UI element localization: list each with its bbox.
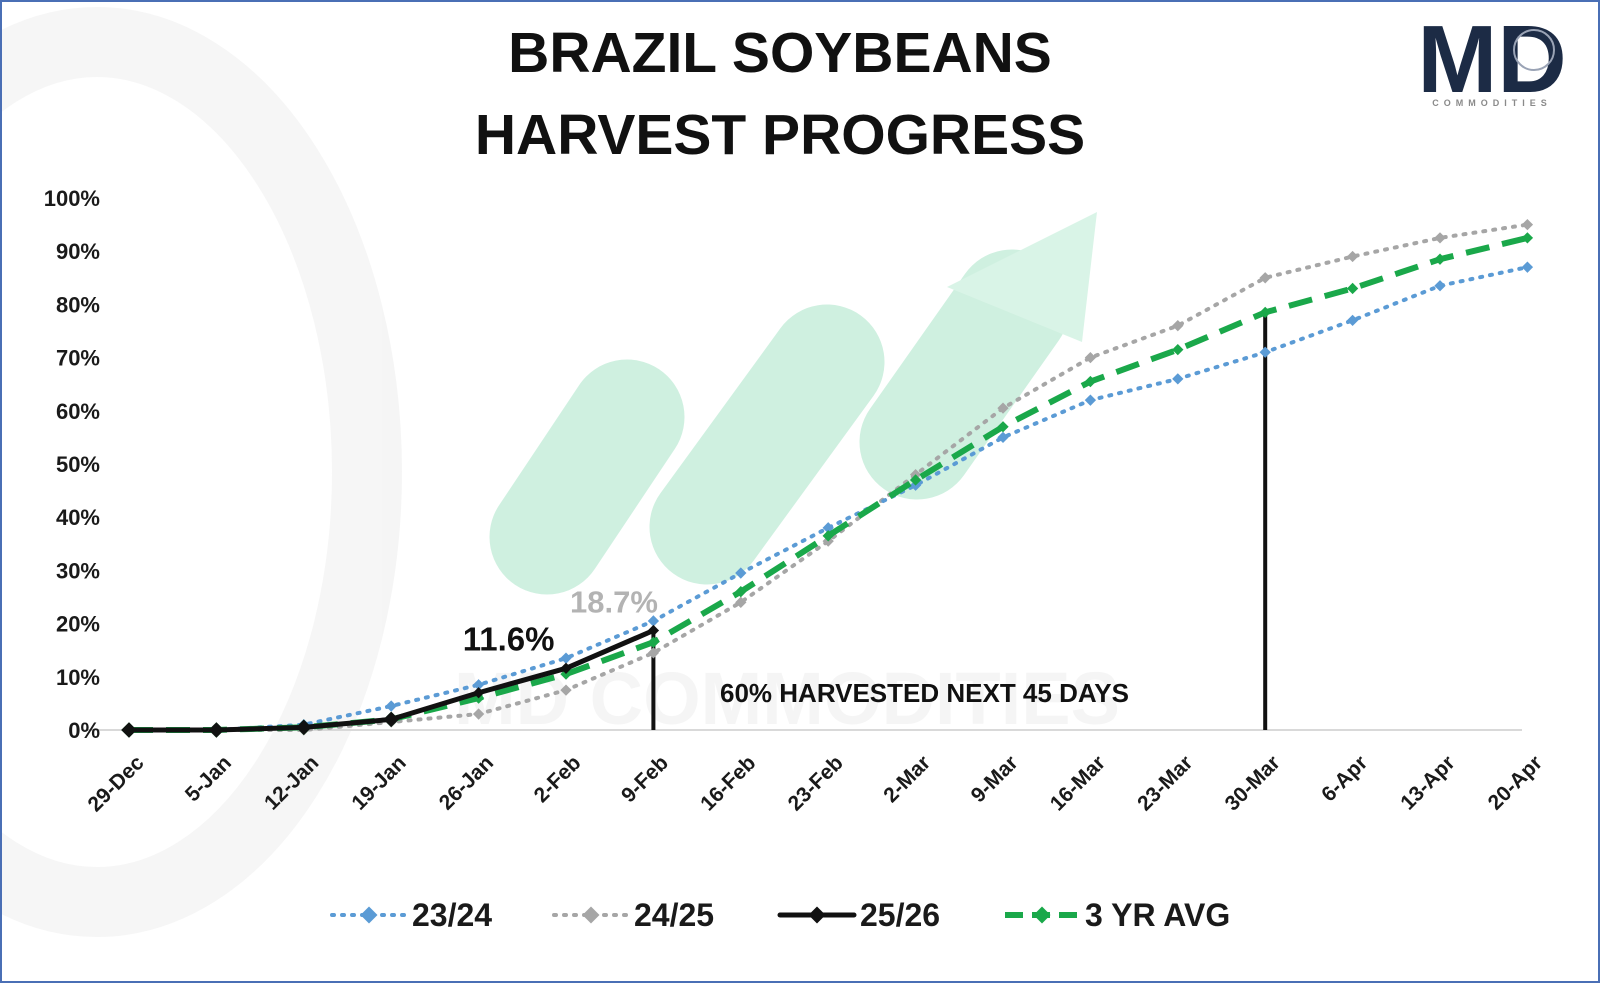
- data-point: [1172, 343, 1184, 356]
- data-point: [560, 684, 572, 696]
- data-point: [472, 687, 485, 699]
- x-tick-label: 16-Feb: [696, 751, 760, 815]
- x-tick-label: 2-Feb: [530, 751, 586, 807]
- data-point: [560, 662, 572, 674]
- logo-subtitle: COMMODITIES: [1432, 98, 1552, 108]
- legend-label: 3 YR AVG: [1085, 897, 1230, 933]
- chart-title-line-1: BRAZIL SOYBEANS: [508, 21, 1052, 85]
- legend-swatch-marker: [360, 906, 378, 924]
- y-tick-label: 20%: [56, 612, 100, 637]
- y-tick-label: 80%: [56, 292, 100, 317]
- y-tick-label: 90%: [56, 239, 100, 264]
- series-layer: [121, 218, 1534, 738]
- data-point: [1434, 280, 1446, 292]
- data-point: [1172, 320, 1184, 332]
- data-point: [1259, 272, 1271, 284]
- data-point: [1521, 261, 1534, 273]
- y-tick-label: 10%: [56, 665, 100, 690]
- data-point: [1521, 232, 1534, 244]
- logo-letters: MD: [1417, 6, 1566, 113]
- legend-swatch-marker: [808, 906, 826, 924]
- annotation-label-1: 11.6%: [463, 620, 555, 657]
- data-point: [1346, 250, 1359, 263]
- chart-title-line-2: HARVEST PROGRESS: [475, 103, 1085, 167]
- data-point: [472, 679, 485, 691]
- legend-item: 3 YR AVG: [1005, 897, 1230, 933]
- x-tick-label: 13-Apr: [1396, 751, 1459, 814]
- data-point: [1259, 306, 1271, 319]
- md-logo: MD COMMODITIES: [1417, 6, 1566, 113]
- y-tick-label: 0%: [68, 718, 100, 743]
- data-point: [735, 586, 747, 598]
- data-point: [1259, 346, 1271, 358]
- y-tick-label: 40%: [56, 505, 100, 530]
- x-tick-label: 9-Feb: [617, 751, 673, 807]
- legend: 23/24 24/25 25/26 3 YR AVG: [330, 897, 1230, 933]
- data-point: [735, 596, 747, 608]
- data-point: [1434, 253, 1446, 265]
- y-tick-label: 50%: [56, 452, 100, 477]
- data-point: [909, 474, 922, 486]
- data-point: [1084, 375, 1097, 388]
- x-tick-label: 29-Dec: [84, 751, 149, 816]
- watermark-bar-1: [489, 359, 685, 595]
- annotation-label-2: 18.7%: [570, 585, 658, 620]
- data-point: [1172, 373, 1184, 385]
- x-tick-label: 23-Mar: [1133, 751, 1197, 815]
- data-point: [735, 567, 747, 579]
- legend-item: 25/26: [777, 897, 940, 933]
- y-tick-label: 70%: [56, 346, 100, 371]
- watermark-bar-3: [859, 249, 1070, 500]
- watermark-globe-icon: [2, 7, 402, 937]
- data-point: [822, 530, 834, 542]
- data-point: [997, 431, 1009, 444]
- x-tick-label: 16-Mar: [1046, 751, 1110, 815]
- data-point: [472, 708, 485, 720]
- legend-item: 23/24: [330, 897, 492, 933]
- legend-item: 24/25: [552, 897, 714, 933]
- data-point: [1084, 351, 1097, 364]
- data-point: [1346, 314, 1359, 327]
- legend-label: 24/25: [634, 897, 714, 933]
- data-point: [121, 722, 137, 738]
- x-tick-label: 23-Feb: [784, 751, 848, 815]
- x-tick-label: 9-Mar: [967, 751, 1023, 807]
- data-point: [1084, 394, 1097, 406]
- watermark-bar-2: [649, 304, 885, 585]
- data-point: [647, 636, 660, 648]
- data-point: [997, 402, 1009, 414]
- x-tick-label: 2-Mar: [879, 751, 935, 807]
- legend-label: 23/24: [412, 897, 492, 933]
- data-point: [647, 615, 660, 627]
- x-tick-label: 20-Apr: [1484, 751, 1547, 814]
- data-point: [997, 421, 1009, 433]
- x-tick-label: 5-Jan: [181, 751, 236, 806]
- data-point: [385, 700, 397, 712]
- legend-label: 25/26: [860, 897, 940, 933]
- data-point: [383, 711, 399, 728]
- y-tick-label: 60%: [56, 399, 100, 424]
- x-tick-label: 26-Jan: [435, 751, 498, 814]
- legend-swatch-marker: [582, 906, 600, 924]
- data-point: [208, 722, 225, 738]
- series-25-26: [121, 624, 660, 738]
- data-point: [560, 652, 572, 664]
- y-tick-label: 100%: [44, 186, 100, 211]
- data-point: [647, 624, 660, 637]
- data-point: [1346, 282, 1359, 295]
- x-tick-label: 6-Apr: [1317, 751, 1372, 806]
- x-tick-label: 30-Mar: [1221, 751, 1285, 815]
- logo-globe-icon: [1513, 29, 1555, 71]
- data-point: [1434, 232, 1446, 244]
- watermark-arrow-icon: [947, 212, 1097, 342]
- y-tick-label: 30%: [56, 558, 100, 583]
- data-point: [647, 647, 660, 659]
- x-tick-label: 19-Jan: [347, 751, 410, 814]
- data-point: [1521, 218, 1534, 231]
- legend-swatch-marker: [1033, 906, 1051, 924]
- annotation-banner: 60% HARVESTED NEXT 45 DAYS: [720, 678, 1129, 708]
